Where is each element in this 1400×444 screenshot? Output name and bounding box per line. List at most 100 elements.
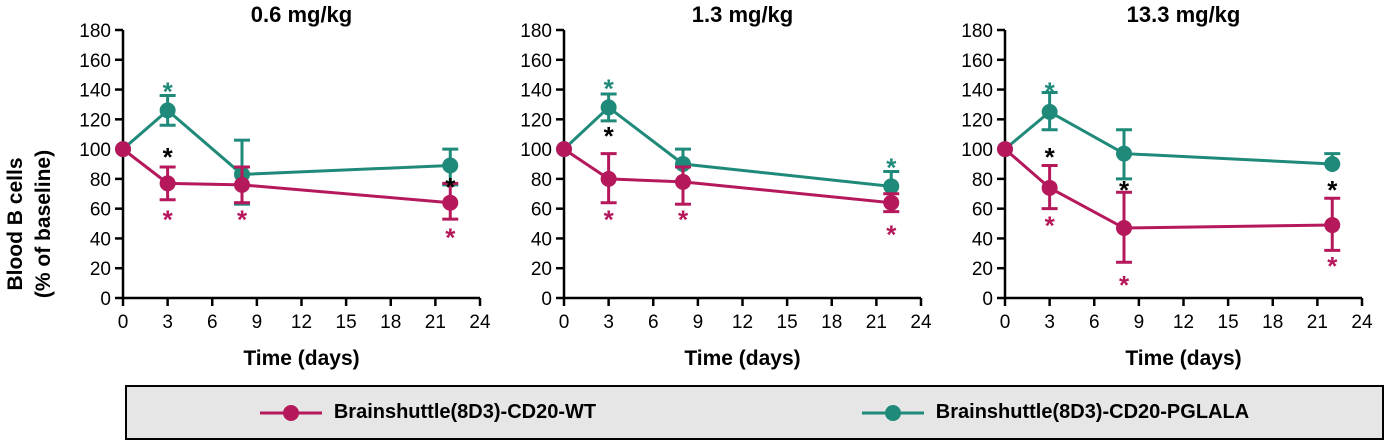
significance-marker: * bbox=[1045, 211, 1056, 241]
x-tick-label: 24 bbox=[1351, 312, 1373, 333]
data-point bbox=[883, 178, 900, 195]
x-tick-label: 0 bbox=[559, 312, 570, 333]
series-line bbox=[562, 105, 892, 188]
x-tick-label: 12 bbox=[291, 312, 312, 333]
y-tick-label: 40 bbox=[90, 229, 111, 250]
significance-marker: * bbox=[163, 142, 174, 172]
x-tick-label: 21 bbox=[866, 312, 887, 333]
x-tick-label: 0 bbox=[1000, 312, 1011, 333]
x-axis-title: Time (days) bbox=[684, 347, 800, 370]
data-point bbox=[1324, 217, 1341, 234]
significance-marker: * bbox=[163, 77, 174, 107]
panel-title: 0.6 mg/kg bbox=[251, 2, 352, 27]
data-point bbox=[997, 141, 1013, 158]
data-point bbox=[883, 194, 900, 211]
x-tick-label: 18 bbox=[380, 312, 401, 333]
y-tick-label: 80 bbox=[531, 170, 552, 191]
significance-marker: * bbox=[886, 153, 897, 183]
x-tick-label: 21 bbox=[425, 312, 446, 333]
data-point bbox=[159, 175, 176, 192]
figure: Blood B cells (% of baseline) 0204060801… bbox=[4, 2, 1373, 370]
series-line bbox=[1004, 147, 1333, 230]
y-tick-label: 120 bbox=[961, 110, 993, 131]
y-tick-label: 0 bbox=[100, 289, 111, 310]
y-tick-label: 160 bbox=[961, 51, 993, 72]
significance-marker: * bbox=[163, 205, 174, 235]
y-tick-label: 40 bbox=[972, 229, 993, 250]
data-point bbox=[442, 194, 459, 211]
series-line bbox=[563, 147, 892, 205]
y-tick-label: 140 bbox=[79, 81, 111, 102]
x-tick-label: 15 bbox=[336, 312, 357, 333]
x-tick-label: 6 bbox=[648, 312, 659, 333]
y-tick-label: 40 bbox=[531, 229, 552, 250]
y-tick-label: 20 bbox=[90, 259, 111, 280]
y-tick-label: 120 bbox=[79, 110, 111, 131]
y-tick-label: 80 bbox=[972, 170, 993, 191]
legend-item-pglala: Brainshuttle(8D3)-CD20-PGLALA bbox=[861, 401, 1250, 424]
y-tick-label: 0 bbox=[541, 289, 552, 310]
x-tick-label: 15 bbox=[1218, 312, 1239, 333]
x-tick-label: 6 bbox=[1089, 312, 1100, 333]
significance-marker: * bbox=[604, 74, 615, 104]
y-tick-label: 100 bbox=[79, 140, 111, 161]
x-tick-label: 0 bbox=[118, 312, 129, 333]
y-tick-label: 160 bbox=[520, 51, 552, 72]
y-tick-label: 100 bbox=[520, 140, 552, 161]
y-tick-label: 20 bbox=[531, 259, 552, 280]
data-point bbox=[442, 157, 459, 174]
data-point bbox=[1041, 179, 1058, 196]
y-axis-title-line2: (% of baseline) bbox=[32, 150, 55, 298]
significance-marker: * bbox=[1119, 270, 1130, 300]
significance-marker: * bbox=[1119, 175, 1130, 205]
x-tick-label: 18 bbox=[1262, 312, 1283, 333]
legend-label-wt: Brainshuttle(8D3)-CD20-WT bbox=[333, 401, 597, 423]
y-tick-label: 140 bbox=[520, 81, 552, 102]
data-point bbox=[1324, 156, 1341, 172]
y-tick-label: 80 bbox=[90, 170, 111, 191]
significance-marker: * bbox=[445, 222, 456, 252]
x-tick-label: 24 bbox=[910, 312, 932, 333]
y-tick-label: 180 bbox=[520, 21, 552, 42]
data-point bbox=[1041, 103, 1058, 120]
y-tick-label: 100 bbox=[961, 140, 993, 161]
chart-panel-2: 0 20 40 60 80 100 120 140 160 180 0 3 6 9 12 15 18 21 24 1.… bbox=[520, 2, 932, 370]
y-tick-label: 60 bbox=[90, 200, 111, 221]
data-point bbox=[234, 176, 250, 193]
significance-marker: * bbox=[1327, 175, 1338, 205]
data-point bbox=[159, 102, 176, 119]
x-tick-label: 18 bbox=[821, 312, 842, 333]
legend-swatch-pglala bbox=[861, 404, 924, 421]
significance-marker: * bbox=[604, 205, 615, 235]
x-tick-label: 15 bbox=[777, 312, 798, 333]
significance-marker: * bbox=[1327, 251, 1338, 281]
series-line bbox=[1004, 110, 1333, 166]
x-tick-label: 6 bbox=[207, 312, 218, 333]
y-tick-label: 60 bbox=[972, 200, 993, 221]
x-axis-title: Time (days) bbox=[1125, 347, 1241, 370]
x-tick-label: 12 bbox=[1173, 312, 1194, 333]
data-point bbox=[115, 141, 131, 158]
panel-title: 1.3 mg/kg bbox=[692, 2, 793, 27]
y-tick-label: 20 bbox=[972, 259, 993, 280]
y-axis-title-line1: Blood B cells bbox=[4, 157, 27, 290]
data-point bbox=[1116, 145, 1132, 162]
y-tick-label: 60 bbox=[531, 200, 552, 221]
legend-label-pglala: Brainshuttle(8D3)-CD20-PGLALA bbox=[935, 401, 1250, 423]
y-tick-label: 140 bbox=[961, 81, 993, 102]
significance-marker: * bbox=[604, 121, 615, 151]
chart-panel-3: 0 20 40 60 80 100 120 140 160 180 0 3 6 9 12 15 18 21 24 13… bbox=[961, 2, 1373, 370]
significance-marker: * bbox=[237, 205, 248, 235]
y-tick-label: 180 bbox=[79, 21, 111, 42]
x-tick-label: 9 bbox=[252, 312, 263, 333]
significance-marker: * bbox=[1045, 77, 1056, 107]
panel-title: 13.3 mg/kg bbox=[1127, 2, 1241, 27]
legend: Brainshuttle(8D3)-CD20-WT Brainshuttle(8… bbox=[125, 385, 1384, 440]
x-tick-label: 9 bbox=[693, 312, 704, 333]
y-tick-label: 160 bbox=[79, 51, 111, 72]
x-tick-label: 12 bbox=[732, 312, 753, 333]
y-tick-label: 120 bbox=[520, 110, 552, 131]
x-tick-label: 9 bbox=[1134, 312, 1145, 333]
significance-marker: * bbox=[678, 205, 689, 235]
